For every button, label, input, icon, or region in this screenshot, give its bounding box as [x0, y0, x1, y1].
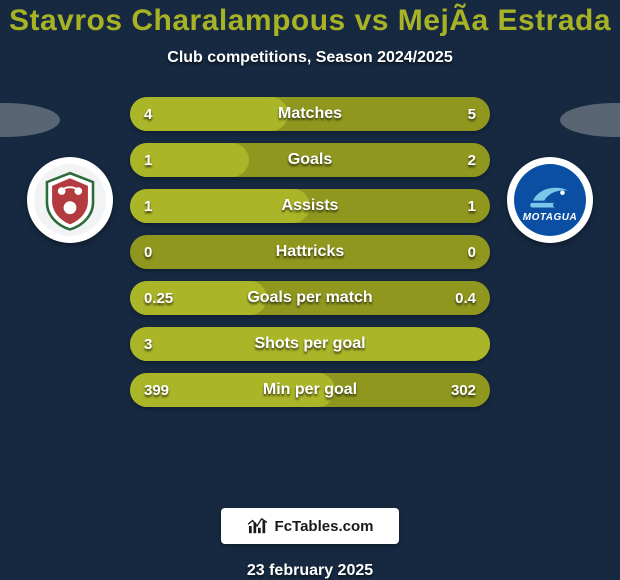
stat-value-left: 0 — [144, 244, 152, 261]
stat-value-right: 1 — [468, 198, 476, 215]
stat-label: Goals per match — [247, 289, 372, 307]
stat-value-right: 2 — [468, 152, 476, 169]
stat-value-left: 3 — [144, 336, 152, 353]
stat-label: Shots per goal — [254, 335, 365, 353]
right-ellipse — [560, 103, 620, 137]
stat-row: Assists 1 1 — [130, 189, 490, 223]
club-logo-right: MOTAGUA — [507, 157, 593, 243]
club-crest-right-icon — [520, 178, 580, 212]
branding-chart-icon — [247, 517, 269, 535]
stat-label: Min per goal — [263, 381, 357, 399]
page-title: Stavros Charalampous vs MejÃa Estrada — [9, 4, 611, 37]
stat-label: Goals — [288, 151, 332, 169]
left-ellipse — [0, 103, 60, 137]
stat-row: Shots per goal 3 — [130, 327, 490, 361]
stat-value-left: 4 — [144, 106, 152, 123]
stat-rows: Matches 4 5 Goals 1 2 Assists 1 1 Hattricks 0 0 Goal… — [130, 97, 490, 407]
subtitle: Club competitions, Season 2024/2025 — [167, 49, 452, 67]
stat-row: Matches 4 5 — [130, 97, 490, 131]
club-logo-right-inner: MOTAGUA — [514, 164, 586, 236]
stat-row: Goals per match 0.25 0.4 — [130, 281, 490, 315]
club-logo-left — [27, 157, 113, 243]
stat-value-right: 0 — [468, 244, 476, 261]
stat-value-right: 302 — [451, 382, 476, 399]
stat-value-left: 399 — [144, 382, 169, 399]
stat-label: Hattricks — [276, 243, 344, 261]
club-crest-left-icon — [38, 168, 102, 232]
stat-row: Min per goal 399 302 — [130, 373, 490, 407]
date-text: 23 february 2025 — [247, 562, 373, 580]
club-logo-right-label: MOTAGUA — [523, 212, 577, 223]
stat-row: Goals 1 2 — [130, 143, 490, 177]
stat-value-left: 1 — [144, 152, 152, 169]
comparison-infographic: Stavros Charalampous vs MejÃa Estrada Cl… — [0, 0, 620, 580]
stat-value-left: 1 — [144, 198, 152, 215]
branding-text: FcTables.com — [275, 518, 374, 535]
club-logo-left-inner — [34, 164, 106, 236]
stat-fill-left — [130, 97, 288, 131]
stat-row: Hattricks 0 0 — [130, 235, 490, 269]
stat-label: Assists — [282, 197, 339, 215]
stat-label: Matches — [278, 105, 342, 123]
stat-value-right: 0.4 — [455, 290, 476, 307]
branding-badge: FcTables.com — [221, 508, 399, 544]
stat-value-left: 0.25 — [144, 290, 173, 307]
stat-value-right: 5 — [468, 106, 476, 123]
stage: MOTAGUA Matches45Goals12Assists11Hattric… — [0, 87, 620, 170]
